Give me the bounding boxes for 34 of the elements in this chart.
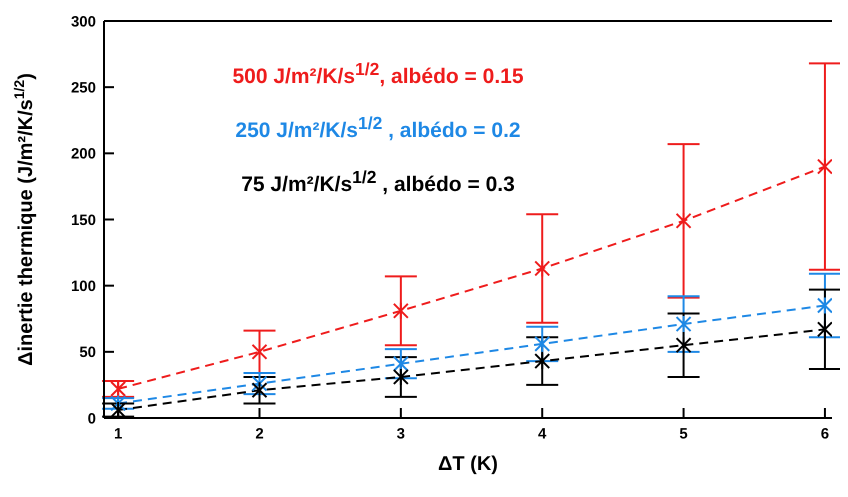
y-tick-label: 100 (70, 278, 96, 295)
x-tick-label: 3 (396, 426, 406, 443)
point (534, 352, 550, 370)
point (816, 158, 832, 176)
x-tick-label: 4 (538, 426, 548, 443)
point (676, 336, 692, 354)
point (392, 354, 409, 373)
y-tick-label: 50 (79, 344, 96, 362)
y-tick-label: 300 (70, 13, 96, 30)
point (110, 401, 126, 418)
y-tick-label: 250 (70, 79, 96, 96)
text: 250 J/m²/K/s$^{1/2}$ , albédo = 0.2 (235, 113, 521, 142)
point (816, 296, 832, 315)
point (676, 212, 692, 230)
y-tick-label: 200 (70, 146, 96, 163)
point (392, 368, 409, 386)
point (534, 334, 550, 353)
point (676, 315, 692, 334)
point (110, 394, 126, 412)
point (251, 381, 268, 400)
point (816, 320, 832, 338)
text: 500 J/m²/K/s$^{1/2}$, albédo = 0.15 (232, 59, 524, 88)
x-tick-label: 1 (114, 426, 122, 443)
x-axis-title: ΔT (K) (438, 453, 498, 475)
x-tick-label: 6 (820, 426, 830, 443)
x-tick-label: 5 (679, 426, 688, 443)
x-tick-label: 2 (255, 426, 264, 443)
point (251, 342, 268, 361)
point (534, 259, 550, 278)
point (392, 302, 409, 320)
point (251, 374, 268, 393)
y-tick-label: 150 (70, 212, 96, 229)
text: 75 J/m²/K/s$^{1/2}$ , albédo = 0.3 (241, 167, 515, 196)
y-tick-label: 0 (88, 410, 96, 428)
